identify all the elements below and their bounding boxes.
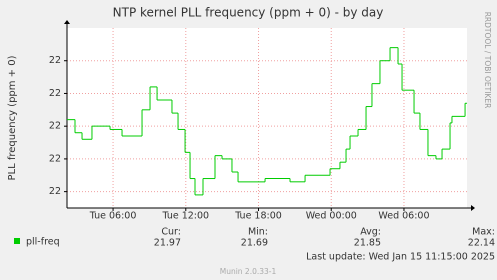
legend-header: Cur: [161, 227, 181, 238]
y-tick-label: 22 [49, 186, 61, 197]
y-tick-label: 22 [49, 88, 61, 99]
plot-area [67, 28, 467, 208]
chart-title: NTP kernel PLL frequency (ppm + 0) - by … [113, 6, 384, 20]
last-update: Last update: Wed Jan 15 11:15:00 2025 [306, 252, 495, 263]
legend-value: 21.97 [154, 238, 181, 249]
y-tick-label: 22 [49, 55, 61, 66]
footer: Munin 2.0.33-1 [220, 267, 277, 276]
y-tick-label: 22 [49, 153, 61, 164]
x-tick-label: Tue 12:00 [161, 211, 209, 222]
x-tick-label: Wed 00:00 [306, 211, 357, 222]
side-label: RRDTOOL / TOBI OETIKER [483, 12, 492, 109]
x-tick-label: Tue 18:00 [234, 211, 282, 222]
x-axis-arrow [471, 205, 475, 211]
legend-swatch [14, 238, 20, 244]
legend-label: pll-freq [26, 237, 60, 248]
x-tick-label: Wed 06:00 [378, 211, 429, 222]
y-axis-label: PLL frequency (ppm + 0) [7, 55, 18, 180]
y-axis-arrow [64, 20, 70, 24]
legend-value: 21.85 [354, 238, 381, 249]
x-tick-label: Tue 06:00 [89, 211, 137, 222]
legend-value: 22.14 [468, 238, 495, 249]
legend-header: Avg: [360, 227, 381, 238]
legend-header: Min: [248, 227, 268, 238]
legend-header: Max: [472, 227, 495, 238]
legend-value: 21.69 [241, 238, 268, 249]
y-tick-label: 22 [49, 121, 61, 132]
